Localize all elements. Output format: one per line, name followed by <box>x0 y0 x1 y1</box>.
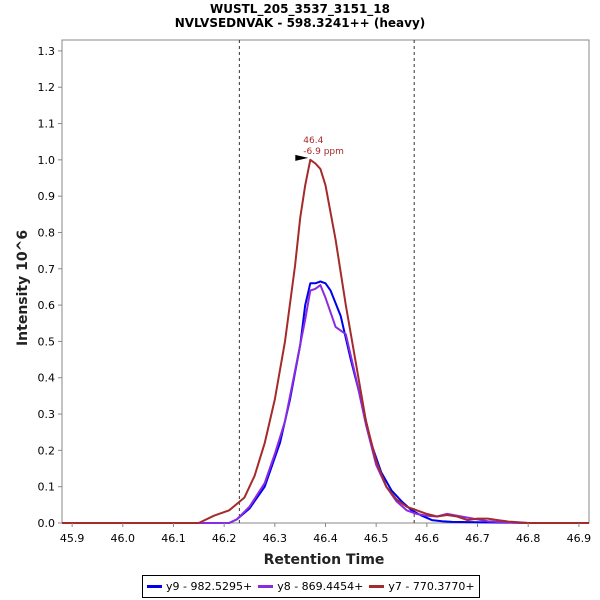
y-tick-label: 0.1 <box>38 481 56 494</box>
y-tick-label: 0.9 <box>38 190 56 203</box>
legend-item: y8 - 869.4454+ <box>258 580 363 593</box>
chart-subtitle: NVLVSEDNVAK - 598.3241++ (heavy) <box>175 16 426 30</box>
x-tick-label: 46.7 <box>465 532 490 545</box>
y-tick-label: 0.0 <box>38 517 56 530</box>
legend-item: y9 - 982.5295+ <box>147 580 252 593</box>
legend-label: y8 - 869.4454+ <box>277 580 364 593</box>
legend-item: y7 - 770.3770+ <box>369 580 475 593</box>
y-tick-label: 0.8 <box>38 226 56 239</box>
x-tick-label: 46.4 <box>313 532 338 545</box>
legend-swatch <box>258 585 274 588</box>
x-tick-label: 46.0 <box>111 532 136 545</box>
chart-title: WUSTL_205_3537_3151_18 <box>210 2 390 17</box>
legend-label: y9 - 982.5295+ <box>166 580 253 593</box>
peak-annotation-time: 46.4 <box>303 136 323 146</box>
y-tick-label: 0.7 <box>38 263 56 276</box>
x-tick-label: 45.9 <box>60 532 85 545</box>
y-tick-label: 0.6 <box>38 299 56 312</box>
y-tick-label: 0.5 <box>38 335 56 348</box>
x-tick-label: 46.6 <box>415 532 440 545</box>
peak-marker-arrow <box>295 154 309 161</box>
x-tick-label: 46.2 <box>212 532 237 545</box>
x-tick-label: 46.3 <box>263 532 288 545</box>
peak-annotation-ppm: -6.9 ppm <box>303 147 344 157</box>
legend-swatch <box>369 585 385 588</box>
y-tick-label: 1.0 <box>38 154 56 167</box>
x-tick-label: 46.5 <box>364 532 389 545</box>
y-axis-label: Intensity 10^6 <box>15 230 31 346</box>
y-tick-label: 0.4 <box>38 372 56 385</box>
plot-area <box>61 39 590 524</box>
y-tick-label: 1.3 <box>38 45 56 58</box>
y-tick-label: 1.1 <box>38 118 56 131</box>
x-axis-label: Retention Time <box>264 552 385 568</box>
legend-swatch <box>147 585 162 588</box>
x-tick-label: 46.1 <box>161 532 186 545</box>
y-tick-label: 0.3 <box>38 408 56 421</box>
series-line-y9 <box>62 280 589 524</box>
x-tick-label: 46.8 <box>516 532 541 545</box>
legend: y9 - 982.5295+ y8 - 869.4454+ y7 - 770.377… <box>142 575 480 598</box>
y-tick-label: 0.2 <box>38 444 56 457</box>
y-tick-label: 1.2 <box>38 81 56 94</box>
series-line-y8 <box>62 284 589 524</box>
legend-label: y7 - 770.3770+ <box>388 580 475 593</box>
series-line-y7 <box>62 158 589 524</box>
x-tick-label: 46.9 <box>567 532 592 545</box>
